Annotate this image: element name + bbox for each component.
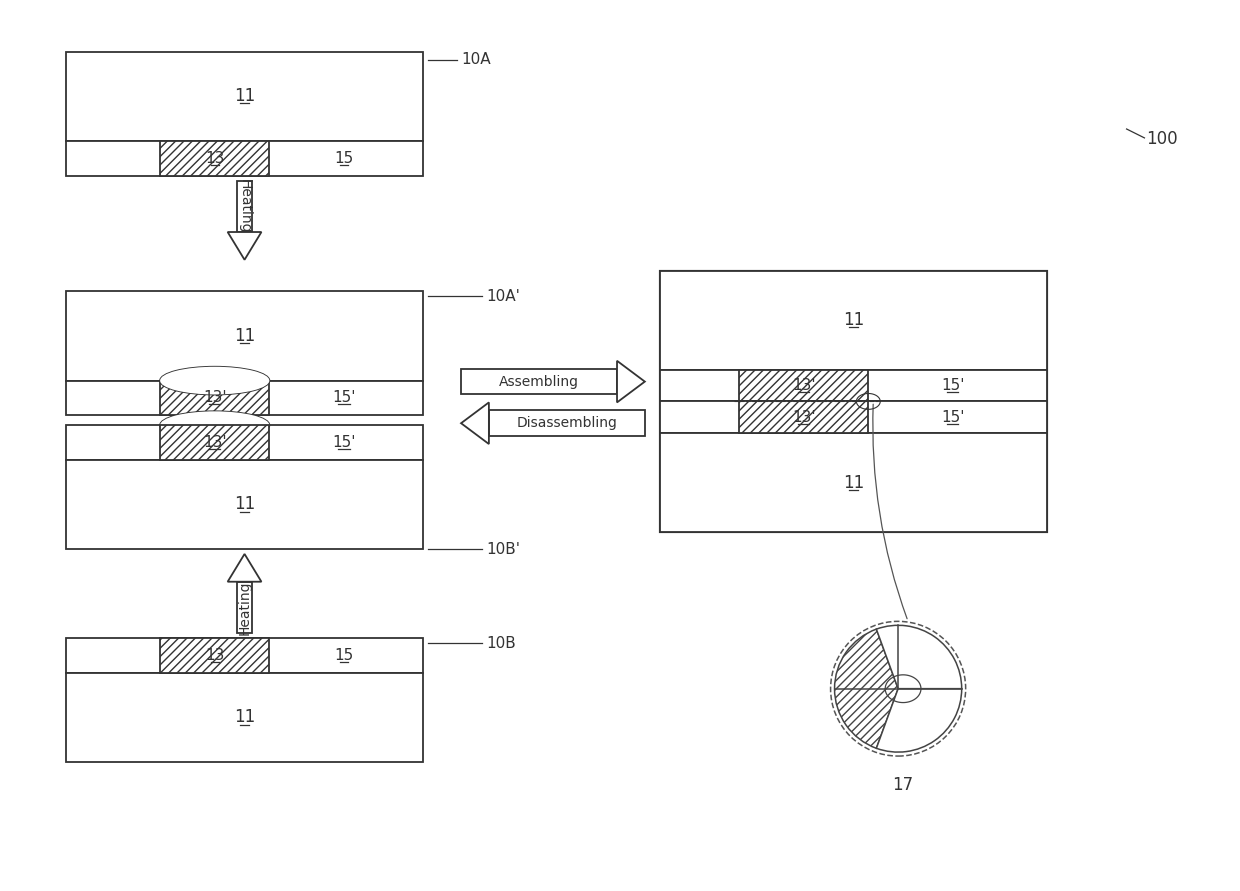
Text: 10A': 10A'	[486, 289, 520, 304]
Text: 11: 11	[234, 495, 255, 513]
Bar	[461, 369, 618, 395]
Text: 15': 15'	[941, 410, 965, 425]
Text: 15: 15	[335, 151, 353, 166]
Text: Assembling: Assembling	[498, 374, 579, 388]
Bar	[160, 638, 269, 673]
Text: 10A: 10A	[461, 53, 491, 67]
Bar	[660, 271, 1047, 532]
Text: 13': 13'	[792, 378, 816, 393]
Bar	[66, 141, 423, 176]
Bar	[66, 673, 423, 762]
Text: Disassembling: Disassembling	[516, 416, 618, 430]
Bar	[66, 291, 423, 380]
Polygon shape	[228, 232, 262, 260]
Bar	[739, 402, 868, 433]
Text: 13': 13'	[203, 435, 227, 450]
Bar	[660, 433, 1047, 532]
Bar	[160, 425, 269, 460]
Text: 100: 100	[1147, 130, 1178, 148]
Bar	[660, 271, 1047, 370]
Ellipse shape	[160, 412, 269, 439]
Ellipse shape	[160, 412, 269, 439]
Bar	[237, 582, 253, 634]
Text: 11: 11	[234, 87, 255, 105]
Text: Heating: Heating	[238, 179, 252, 233]
Wedge shape	[877, 689, 962, 752]
Polygon shape	[618, 361, 645, 403]
Polygon shape	[228, 554, 262, 582]
Text: Heating: Heating	[238, 580, 252, 634]
Text: 13: 13	[205, 151, 224, 166]
Bar	[660, 370, 1047, 402]
Text: 15: 15	[335, 648, 353, 663]
Wedge shape	[835, 629, 898, 748]
Text: 11: 11	[234, 708, 255, 726]
Text: 13: 13	[205, 648, 224, 663]
Text: 10B': 10B'	[486, 542, 520, 557]
Text: 13': 13'	[792, 410, 816, 425]
Bar	[66, 380, 423, 415]
Bar	[739, 370, 868, 402]
Text: 17: 17	[893, 776, 914, 794]
Bar	[660, 402, 1047, 433]
Bar	[237, 181, 253, 232]
Text: 15': 15'	[332, 390, 356, 405]
Text: 11: 11	[843, 311, 864, 329]
Bar	[66, 52, 423, 141]
Text: 11: 11	[234, 327, 255, 345]
Bar	[66, 425, 423, 460]
Text: 15': 15'	[332, 435, 356, 450]
Polygon shape	[461, 403, 489, 444]
Bar	[160, 380, 269, 415]
Bar	[160, 141, 269, 176]
Text: 13': 13'	[203, 390, 227, 405]
Wedge shape	[877, 625, 962, 689]
Bar	[489, 411, 645, 436]
Bar	[66, 638, 423, 673]
Text: 10B: 10B	[486, 635, 516, 650]
Ellipse shape	[160, 367, 269, 395]
Text: 15': 15'	[941, 378, 965, 393]
Bar	[66, 460, 423, 549]
Text: 11: 11	[843, 474, 864, 492]
Ellipse shape	[160, 367, 269, 395]
